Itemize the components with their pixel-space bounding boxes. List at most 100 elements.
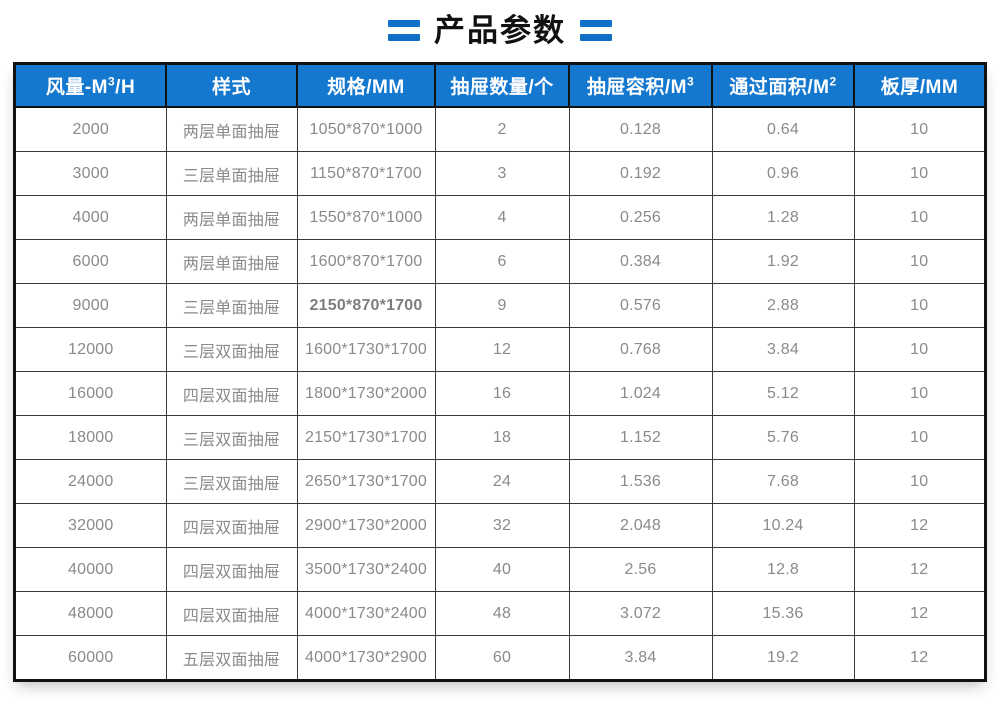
cell-style: 三层单面抽屉: [165, 151, 298, 196]
cell-thickness: 12: [853, 503, 984, 548]
table-row: 48000 四层双面抽屉 4000*1730*2400 48 3.072 15.36 12: [16, 591, 984, 636]
page-title: 产品参数: [0, 0, 1000, 56]
table-header-row: 风量-M3/H 样式 规格/MM 抽屉数量/个 抽屉容积/M3 通过面积/M2 板厚/MM: [16, 65, 984, 108]
cell-thickness: 10: [853, 195, 984, 240]
column-header-style: 样式: [165, 65, 298, 108]
cell-area: 5.76: [711, 415, 855, 460]
cell-style: 两层单面抽屉: [165, 106, 298, 152]
cell-thickness: 10: [853, 415, 984, 460]
cell-spec: 1550*870*1000: [296, 195, 436, 240]
cell-spec: 4000*1730*2400: [296, 591, 436, 636]
cell-area: 7.68: [711, 459, 855, 504]
cell-volume: 0.192: [568, 151, 713, 196]
cell-drawers: 6: [434, 239, 570, 284]
cell-style: 五层双面抽屉: [165, 635, 298, 679]
cell-airflow: 12000: [16, 327, 167, 372]
table-row: 6000 两层单面抽屉 1600*870*1700 6 0.384 1.92 10: [16, 239, 984, 284]
cell-thickness: 10: [853, 327, 984, 372]
cell-thickness: 10: [853, 283, 984, 328]
column-header-superscript: 3: [686, 74, 695, 89]
cell-spec: 2650*1730*1700: [296, 459, 436, 504]
cell-area: 15.36: [711, 591, 855, 636]
cell-style: 三层单面抽屉: [165, 283, 298, 328]
cell-airflow: 9000: [16, 283, 167, 328]
cell-airflow: 3000: [16, 151, 167, 196]
cell-area: 1.28: [711, 195, 855, 240]
cell-thickness: 10: [853, 106, 984, 152]
cell-style: 两层单面抽屉: [165, 239, 298, 284]
column-header-superscript: 2: [829, 74, 837, 89]
cell-volume: 3.84: [568, 635, 713, 679]
cell-spec: 1050*870*1000: [296, 106, 436, 152]
cell-spec: 1600*1730*1700: [296, 327, 436, 372]
cell-volume: 0.384: [568, 239, 713, 284]
cell-area: 10.24: [711, 503, 855, 548]
equals-bars-right-icon: [580, 19, 612, 41]
table-row: 12000 三层双面抽屉 1600*1730*1700 12 0.768 3.84 10: [16, 327, 984, 372]
cell-style: 三层双面抽屉: [165, 327, 298, 372]
cell-airflow: 18000: [16, 415, 167, 460]
cell-airflow: 4000: [16, 195, 167, 240]
cell-thickness: 10: [853, 151, 984, 196]
table-row: 9000 三层单面抽屉 2150*870*1700 9 0.576 2.88 10: [16, 283, 984, 328]
column-header-spec: 规格/MM: [296, 65, 436, 108]
cell-spec: 3500*1730*2400: [296, 547, 436, 592]
cell-area: 1.92: [711, 239, 855, 284]
cell-volume: 2.048: [568, 503, 713, 548]
cell-drawers: 16: [434, 371, 570, 416]
cell-airflow: 40000: [16, 547, 167, 592]
cell-airflow: 2000: [16, 106, 167, 152]
spec-table-head: 风量-M3/H 样式 规格/MM 抽屉数量/个 抽屉容积/M3 通过面积/M2 板厚/MM: [16, 65, 984, 108]
cell-volume: 0.768: [568, 327, 713, 372]
page-title-text: 产品参数: [434, 12, 566, 48]
cell-drawers: 3: [434, 151, 570, 196]
cell-drawers: 12: [434, 327, 570, 372]
table-row: 32000 四层双面抽屉 2900*1730*2000 32 2.048 10.24 12: [16, 503, 984, 548]
cell-area: 0.64: [711, 106, 855, 152]
cell-volume: 0.576: [568, 283, 713, 328]
cell-drawers: 48: [434, 591, 570, 636]
spec-table-container: 风量-M3/H 样式 规格/MM 抽屉数量/个 抽屉容积/M3 通过面积/M2 板厚/MM …: [13, 62, 987, 682]
cell-thickness: 12: [853, 635, 984, 679]
cell-thickness: 12: [853, 547, 984, 592]
cell-spec: 2900*1730*2000: [296, 503, 436, 548]
cell-thickness: 10: [853, 371, 984, 416]
cell-area: 5.12: [711, 371, 855, 416]
cell-volume: 1.024: [568, 371, 713, 416]
cell-area: 2.88: [711, 283, 855, 328]
cell-spec: 1150*870*1700: [296, 151, 436, 196]
cell-spec: 2150*1730*1700: [296, 415, 436, 460]
cell-airflow: 24000: [16, 459, 167, 504]
cell-volume: 0.128: [568, 106, 713, 152]
cell-spec: 1600*870*1700: [296, 239, 436, 284]
cell-style: 三层双面抽屉: [165, 415, 298, 460]
cell-volume: 3.072: [568, 591, 713, 636]
table-row: 40000 四层双面抽屉 3500*1730*2400 40 2.56 12.8 12: [16, 547, 984, 592]
cell-drawers: 2: [434, 106, 570, 152]
cell-style: 两层单面抽屉: [165, 195, 298, 240]
table-row: 2000 两层单面抽屉 1050*870*1000 2 0.128 0.64 10: [16, 106, 984, 152]
table-row: 4000 两层单面抽屉 1550*870*1000 4 0.256 1.28 10: [16, 195, 984, 240]
equals-bars-left-icon: [388, 19, 420, 41]
cell-style: 三层双面抽屉: [165, 459, 298, 504]
cell-style: 四层双面抽屉: [165, 591, 298, 636]
cell-drawers: 24: [434, 459, 570, 504]
column-header-suffix: /H: [115, 77, 136, 98]
cell-spec: 1800*1730*2000: [296, 371, 436, 416]
table-row: 3000 三层单面抽屉 1150*870*1700 3 0.192 0.96 10: [16, 151, 984, 196]
column-header-airflow: 风量-M3/H: [16, 65, 167, 108]
cell-airflow: 6000: [16, 239, 167, 284]
table-row: 18000 三层双面抽屉 2150*1730*1700 18 1.152 5.76 10: [16, 415, 984, 460]
cell-area: 0.96: [711, 151, 855, 196]
cell-area: 19.2: [711, 635, 855, 679]
column-header-area: 通过面积/M2: [711, 65, 855, 108]
cell-volume: 2.56: [568, 547, 713, 592]
cell-style: 四层双面抽屉: [165, 371, 298, 416]
column-header-thickness: 板厚/MM: [853, 65, 984, 108]
cell-thickness: 10: [853, 239, 984, 284]
cell-area: 12.8: [711, 547, 855, 592]
spec-table-body: 2000 两层单面抽屉 1050*870*1000 2 0.128 0.64 10 3000 三…: [16, 106, 984, 679]
cell-style: 四层双面抽屉: [165, 503, 298, 548]
cell-volume: 1.536: [568, 459, 713, 504]
